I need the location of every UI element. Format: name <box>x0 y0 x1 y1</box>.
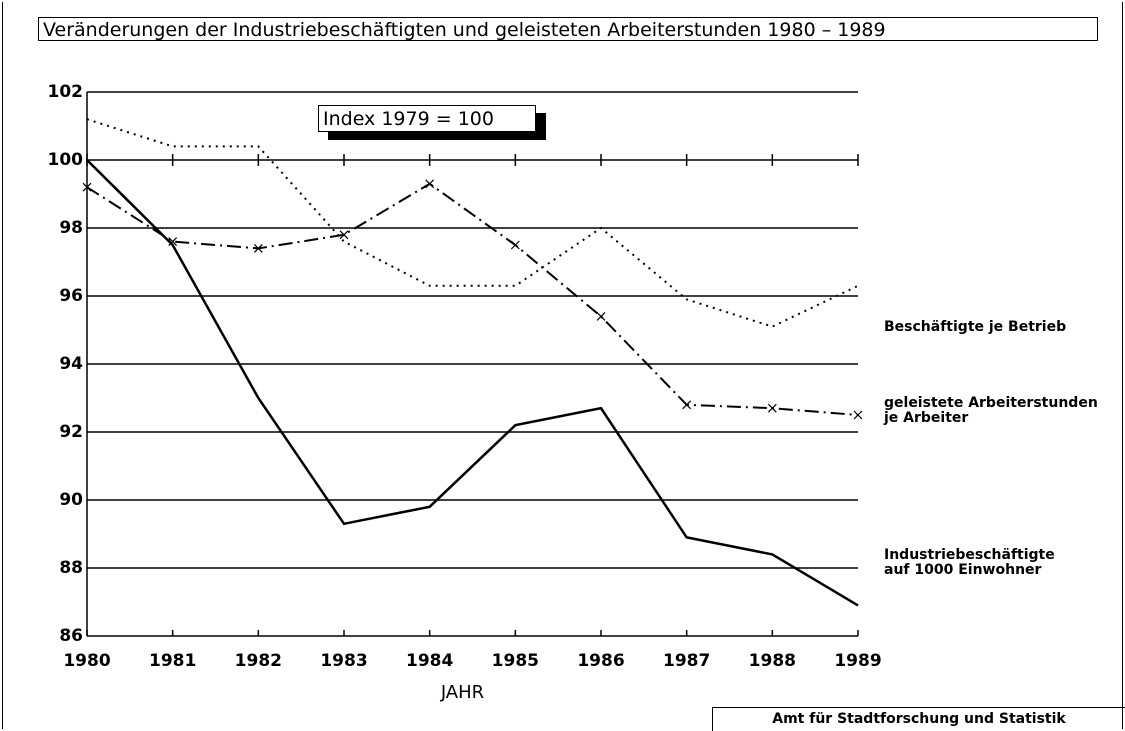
x-tick-label: 1983 <box>320 651 367 671</box>
series-line <box>86 159 859 607</box>
marker <box>510 240 520 250</box>
x-axis-label: JAHR <box>440 682 484 703</box>
legend-label: Industriebeschäftigte auf 1000 Einwohner <box>884 547 1055 578</box>
y-tick-label: 92 <box>59 422 83 442</box>
y-tick-label: 88 <box>59 558 83 578</box>
marker <box>253 243 263 253</box>
x-tick-label: 1981 <box>149 651 196 671</box>
x-tick-label: 1988 <box>749 651 796 671</box>
marker <box>682 400 692 410</box>
marker <box>853 410 863 420</box>
x-tick-label: 1986 <box>577 651 624 671</box>
chart-title: Veränderungen der Industriebeschäftigten… <box>38 17 1098 41</box>
marker <box>596 311 606 321</box>
y-tick-label: 94 <box>59 354 83 374</box>
series-line <box>86 118 859 328</box>
x-tick-label: 1984 <box>406 651 453 671</box>
y-tick-label: 98 <box>59 218 83 238</box>
y-tick-label: 90 <box>59 490 83 510</box>
y-tick-label: 100 <box>48 150 84 170</box>
x-tick-label: 1980 <box>63 651 110 671</box>
y-tick-label: 96 <box>59 286 83 306</box>
marker <box>767 403 777 413</box>
marker <box>82 182 92 192</box>
source: Amt für Stadtforschung und Statistik <box>712 707 1125 731</box>
marker <box>168 237 178 247</box>
y-tick-label: 102 <box>48 82 84 102</box>
x-tick-label: 1985 <box>492 651 539 671</box>
legend-label: Beschäftigte je Betrieb <box>884 319 1067 335</box>
series-line <box>86 182 859 416</box>
x-tick-label: 1987 <box>663 651 710 671</box>
x-tick-label: 1982 <box>235 651 282 671</box>
annotation: Index 1979 = 100 <box>318 105 536 132</box>
x-tick-label: 1989 <box>834 651 881 671</box>
marker <box>339 230 349 240</box>
y-tick-label: 86 <box>59 626 83 646</box>
marker <box>425 179 435 189</box>
legend-label: geleistete Arbeiterstunden je Arbeiter <box>884 395 1098 426</box>
